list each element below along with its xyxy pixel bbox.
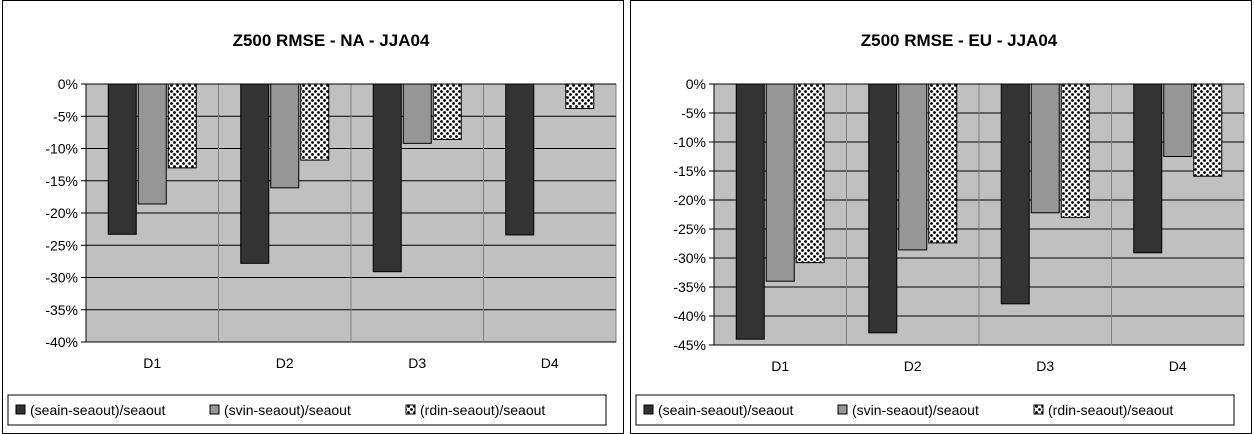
bar-1-d3	[372, 83, 402, 273]
bar-1-d1	[735, 83, 765, 340]
legend-swatch	[837, 404, 848, 415]
chart-title: Z500 RMSE - NA - JJA04	[233, 31, 430, 50]
x-tick-label: D3	[408, 355, 426, 371]
y-tick-label: -40%	[673, 308, 706, 324]
y-tick-label: -30%	[673, 250, 706, 266]
y-tick-label: -10%	[673, 134, 706, 150]
y-tick-label: -15%	[45, 173, 78, 189]
bar-2-d1	[137, 83, 167, 205]
bar-3-d1	[167, 83, 197, 169]
y-tick-label: -5%	[53, 108, 78, 124]
legend-swatch	[1033, 404, 1044, 415]
y-tick-label: -45%	[673, 337, 706, 353]
bar-2-d3	[1030, 83, 1060, 214]
y-tick-label: 0%	[686, 76, 706, 92]
chart-eu: Z500 RMSE - EU - JJA04 0% -5% -10% -15% -20% -…	[630, 0, 1252, 434]
legend-label: (rdin-seaout)/seaout	[420, 402, 545, 418]
bar-3-d4	[565, 83, 595, 110]
bar-3-d2	[928, 83, 958, 244]
bar-2-d1	[765, 83, 795, 282]
x-tick-label: D2	[904, 358, 922, 374]
bar-1-d2	[240, 83, 270, 264]
legend-label: (svin-seaout)/seaout	[224, 402, 351, 418]
bar-1-d2	[868, 83, 898, 334]
x-tick-label: D3	[1036, 358, 1054, 374]
bar-1-d3	[1000, 83, 1030, 305]
bar-2-d3	[402, 83, 432, 144]
legend	[635, 394, 1235, 426]
legend-swatch	[405, 404, 416, 415]
legend-swatch	[643, 404, 654, 415]
bar-3-d3	[432, 83, 462, 140]
bar-2-d2	[898, 83, 928, 251]
bar-2-d2	[270, 83, 300, 189]
y-tick-label: -20%	[45, 205, 78, 221]
x-tick-label: D4	[541, 355, 559, 371]
legend-label: (svin-seaout)/seaout	[852, 402, 979, 418]
legend-label: (seain-seaout)/seaout	[658, 402, 794, 418]
y-tick-label: -5%	[681, 105, 706, 121]
x-tick-label: D1	[771, 358, 789, 374]
bar-3-d3	[1060, 83, 1090, 218]
y-tick-label: -15%	[673, 163, 706, 179]
bar-2-d4	[1163, 83, 1193, 157]
bar-3-d4	[1193, 83, 1223, 177]
y-tick-label: -35%	[45, 302, 78, 318]
legend-label: (seain-seaout)/seaout	[30, 402, 166, 418]
bar-1-d4	[1133, 83, 1163, 254]
x-tick-label: D2	[276, 355, 294, 371]
legend-label: (rdin-seaout)/seaout	[1048, 402, 1173, 418]
y-tick-label: -20%	[673, 192, 706, 208]
x-tick-label: D4	[1169, 358, 1187, 374]
x-tick-label: D1	[143, 355, 161, 371]
y-tick-label: -10%	[45, 141, 78, 157]
chart-panel-eu: Z500 RMSE - EU - JJA04 0% -5% -10% -15% -20% -…	[630, 0, 1252, 434]
y-tick-label: -40%	[45, 334, 78, 350]
chart-na: Z500 RMSE - NA - JJA04 0% -5% -10% -15% -20% -…	[2, 0, 624, 434]
y-tick-label: -35%	[673, 279, 706, 295]
y-tick-label: -25%	[673, 221, 706, 237]
y-tick-label: 0%	[58, 76, 78, 92]
y-tick-label: -30%	[45, 270, 78, 286]
legend-swatch	[15, 404, 26, 415]
legend	[7, 394, 607, 426]
bar-1-d4	[505, 83, 535, 236]
y-tick-label: -25%	[45, 237, 78, 253]
chart-panel-na: Z500 RMSE - NA - JJA04 0% -5% -10% -15% -20% -…	[2, 0, 624, 434]
bar-1-d1	[107, 83, 137, 235]
bar-3-d1	[795, 83, 825, 264]
chart-title: Z500 RMSE - EU - JJA04	[861, 31, 1058, 50]
legend-swatch	[209, 404, 220, 415]
bar-3-d2	[300, 83, 330, 161]
